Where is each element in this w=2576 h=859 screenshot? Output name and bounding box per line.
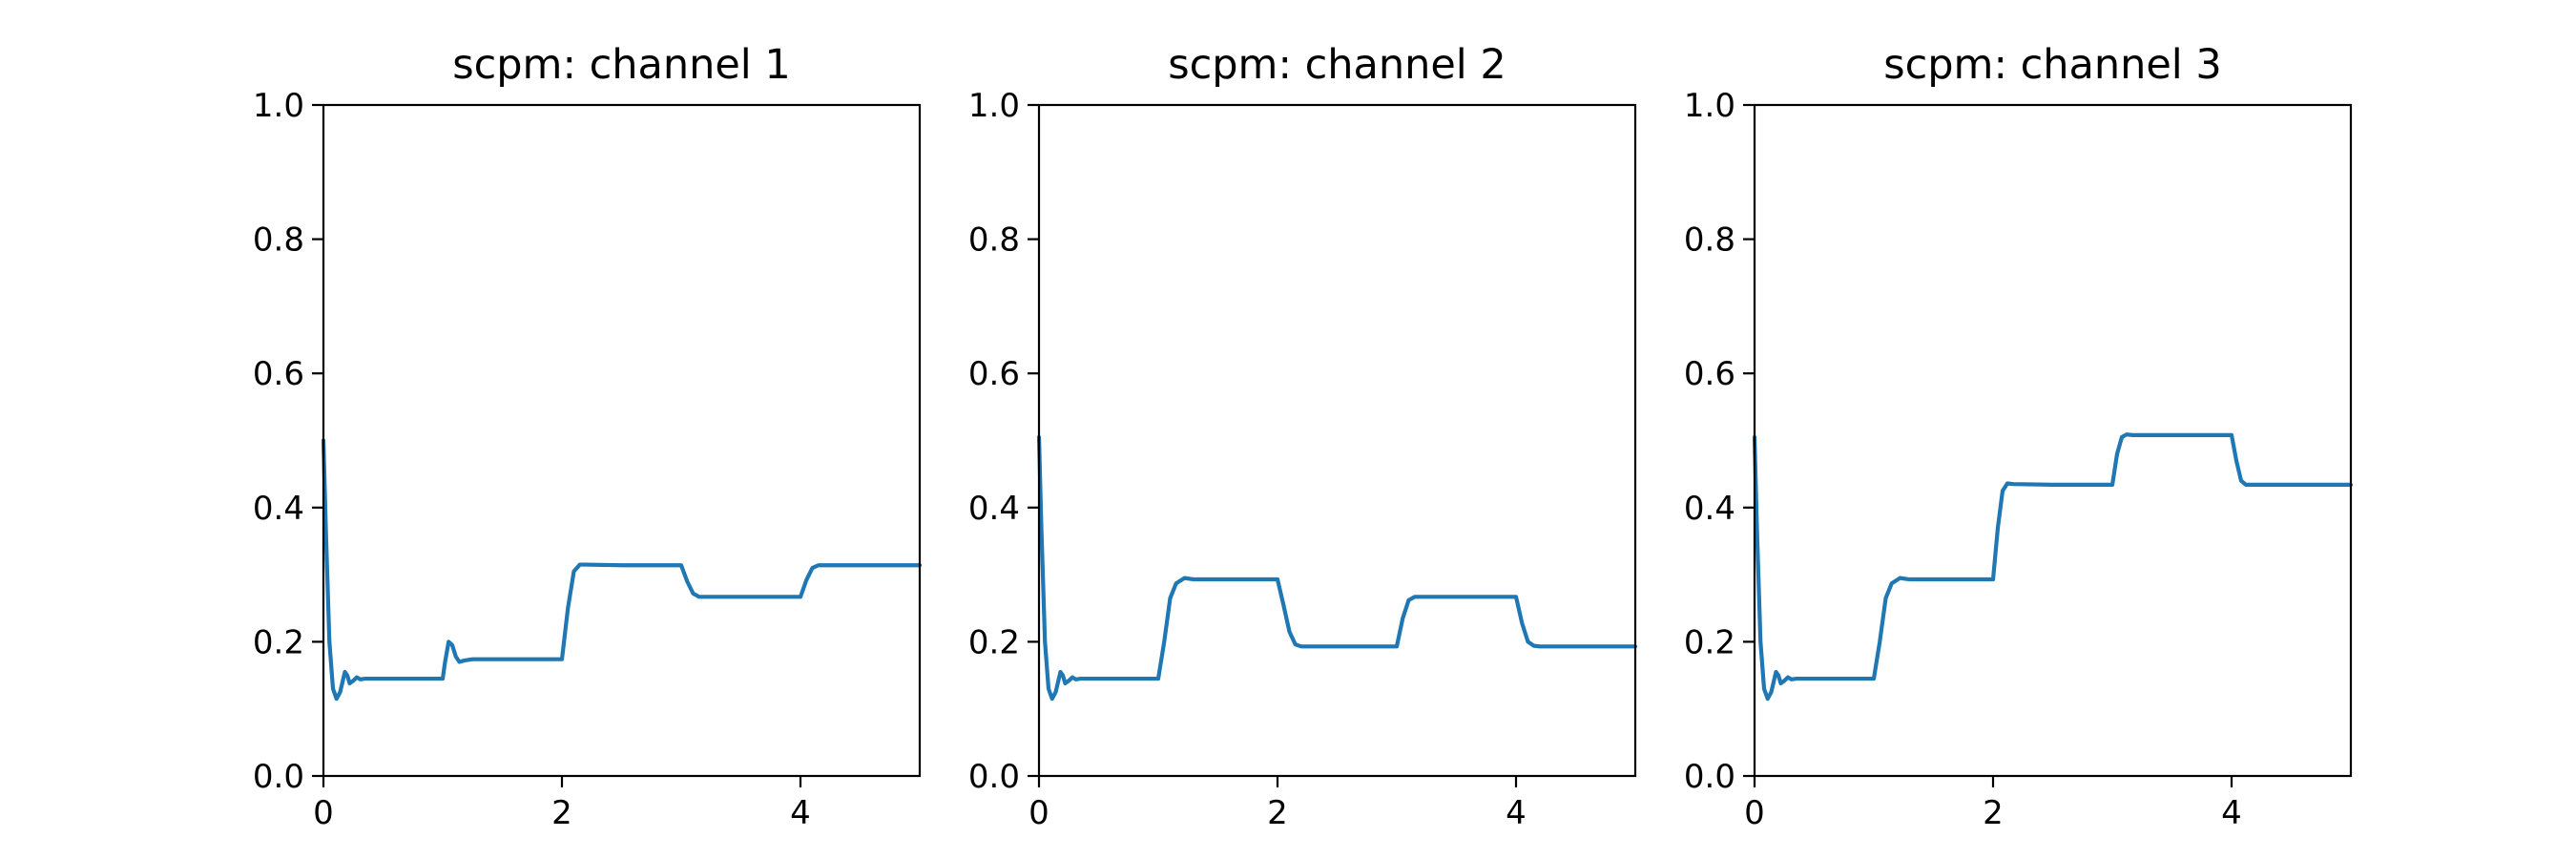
- y-tick-label: 0.2: [253, 623, 304, 661]
- y-tick-label: 0.6: [968, 355, 1020, 393]
- x-tick-label: 4: [790, 794, 811, 832]
- x-tick-label: 0: [313, 794, 334, 832]
- axes-frame: [1753, 103, 2353, 778]
- x-tick-label: 2: [1983, 794, 2004, 832]
- axes-frame: [322, 103, 922, 778]
- x-tick-label: 0: [1744, 794, 1765, 832]
- y-tick-label: 1.0: [1684, 87, 1735, 125]
- series-line-2-1: [1036, 434, 1638, 702]
- y-tick-label: 0.8: [968, 221, 1020, 260]
- x-tick-label: 0: [1028, 794, 1049, 832]
- y-tick-label: 1.0: [253, 87, 304, 125]
- y-tick-label: 0.4: [1684, 490, 1735, 528]
- chart-title: scpm: channel 1: [452, 41, 791, 89]
- y-tick-label: 0.2: [968, 623, 1020, 661]
- y-tick-label: 0.6: [1684, 355, 1735, 393]
- y-tick-label: 0.2: [1684, 623, 1735, 661]
- y-tick-label: 0.8: [1684, 221, 1735, 260]
- x-tick-label: 2: [1267, 794, 1288, 832]
- chart-title: scpm: channel 2: [1168, 41, 1506, 89]
- y-tick-label: 0.6: [253, 355, 304, 393]
- y-tick-label: 0.0: [968, 758, 1020, 796]
- axes-frame: [1037, 103, 1637, 778]
- subplot-2: 0.0 0.2 0.4 0.6 0.8 1.0 0 2 4 scpm: channel 2: [968, 41, 1638, 832]
- series-line-1-1: [321, 438, 923, 702]
- x-tick-label: 4: [1506, 794, 1527, 832]
- y-tick-label: 0.0: [1684, 758, 1735, 796]
- chart-title: scpm: channel 3: [1883, 41, 2222, 89]
- series-line-3-1: [1752, 432, 2354, 702]
- y-tick-label: 1.0: [968, 87, 1020, 125]
- y-tick-label: 0.0: [253, 758, 304, 796]
- subplot-1: 0.0 0.2 0.4 0.6 0.8 1.0 0 2 4 scpm: channel 1: [253, 41, 923, 832]
- x-tick-label: 2: [551, 794, 572, 832]
- x-tick-label: 4: [2221, 794, 2242, 832]
- y-tick-label: 0.4: [968, 490, 1020, 528]
- subplot-3: 0.0 0.2 0.4 0.6 0.8 1.0 0 2 4 scpm: channel 3: [1684, 41, 2354, 832]
- y-tick-label: 0.8: [253, 221, 304, 260]
- y-tick-label: 0.4: [253, 490, 304, 528]
